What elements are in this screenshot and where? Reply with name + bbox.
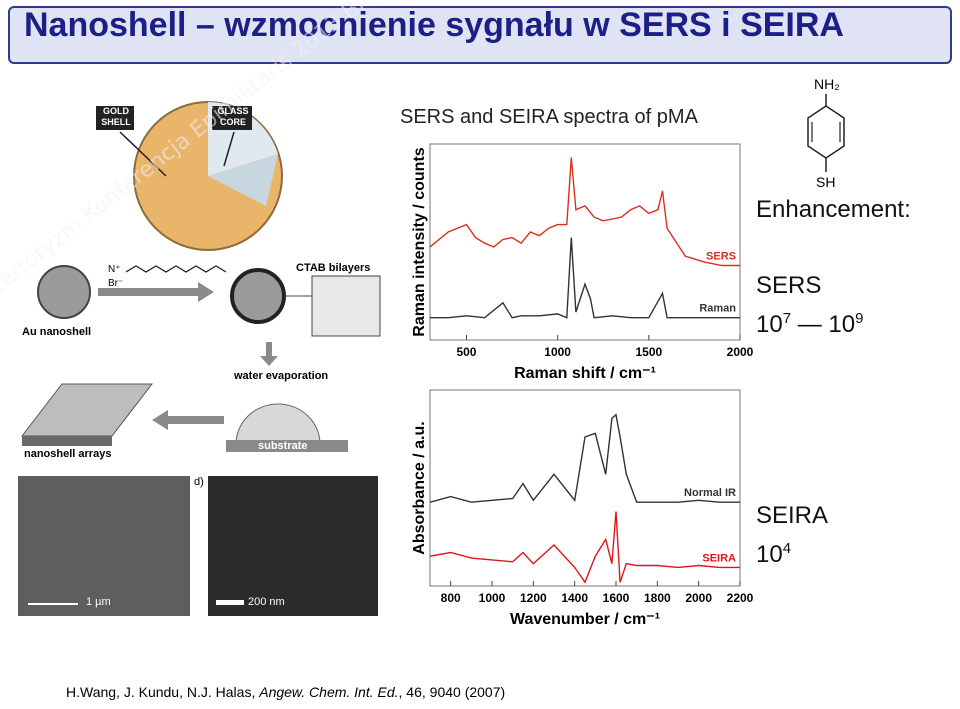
ctab-bilayers-label: CTAB bilayers (296, 262, 371, 274)
x-axis-label: Raman shift / cm⁻¹ (514, 365, 656, 382)
series-label: SERS (706, 251, 736, 263)
x-tick-label: 1500 (635, 345, 662, 359)
slide-title: Nanoshell – wzmocnienie sygnału w SERS i… (24, 6, 844, 44)
x-axis-label: Wavenumber / cm⁻¹ (510, 611, 660, 628)
chart-frame (429, 389, 741, 587)
molecule-nh2: NH₂ (814, 76, 840, 92)
x-tick-label: 1600 (603, 591, 630, 605)
x-tick-label: 2000 (727, 345, 754, 359)
sem-image-closeup (208, 476, 378, 616)
enhancement-heading: Enhancement: (756, 196, 911, 223)
y-axis-label: Absorbance / a.u. (411, 421, 428, 554)
arrow-left (168, 416, 224, 424)
x-tick-label: 1200 (520, 591, 547, 605)
sers-label: SERS (756, 272, 822, 299)
x-tick-label: 1800 (644, 591, 671, 605)
water-evaporation-label: water evaporation (234, 370, 329, 382)
molecule-sh: SH (816, 174, 836, 190)
reference-details: , 46, 9040 (2007) (398, 684, 506, 700)
series-line-raman (430, 237, 740, 319)
spectra-caption: SERS and SEIRA spectra of pMA (400, 106, 698, 128)
seira-label: SEIRA (756, 502, 829, 529)
title-bar (8, 6, 952, 64)
coated-nanoshell (230, 268, 286, 324)
arrow-right-1 (98, 288, 198, 296)
evaporating-droplet (235, 403, 321, 445)
seira-value: 104 (756, 540, 791, 569)
raman-chart: 500 1000 1500 2000 Raman shift / cm⁻¹ Raman i… (398, 140, 754, 384)
series-line-seira (429, 511, 740, 584)
ctab-br-label: Br⁻ (108, 278, 124, 289)
x-tick-label: 1000 (479, 591, 506, 605)
x-tick-label: 1400 (561, 591, 588, 605)
seira-base: 10 (756, 541, 783, 568)
glass-core-label: GLASS CORE (217, 106, 249, 127)
series-label: Raman (699, 303, 736, 315)
gold-shell-tag (96, 106, 134, 130)
substrate-label: substrate (258, 440, 308, 452)
ctab-bilayer-inset (311, 275, 381, 337)
series-label: SEIRA (702, 552, 736, 564)
chart-frame (429, 143, 741, 341)
x-tick-label: 500 (456, 345, 476, 359)
y-axis-label: Raman intensity / counts (411, 147, 428, 336)
sers-range: 107 — 109 (756, 310, 863, 339)
gold-shell-sphere (96, 101, 283, 251)
benzene-ring (807, 94, 845, 172)
raman-chart-svg: 500 1000 1500 2000 Raman shift / cm⁻¹ Raman i… (411, 143, 754, 382)
au-nanoshell-label: Au nanoshell (22, 326, 92, 338)
series-line-normal-ir (429, 413, 740, 503)
pma-molecule: NH₂ SH (796, 76, 856, 192)
ctab-n-label: N⁺ (108, 264, 121, 275)
series-label: Normal IR (684, 487, 736, 499)
sers-base-2: 10 (828, 311, 856, 338)
reference-journal: Angew. Chem. Int. Ed. (259, 684, 399, 700)
nanoshell-diagram (18, 101, 381, 616)
x-tick-label: 1000 (544, 345, 571, 359)
nanoshell-array-block (20, 383, 154, 437)
arrow-down (266, 342, 272, 356)
sem-image-arrays (18, 476, 190, 616)
series-line-sers (429, 157, 740, 267)
sers-exp-2: 9 (855, 310, 864, 327)
reference-citation: H.Wang, J. Kundu, N.J. Halas, Angew. Che… (66, 684, 505, 700)
ctab-chain (125, 265, 227, 273)
seira-exp: 4 (782, 540, 792, 557)
ir-chart: 800 1000 1200 1400 1600 1800 2000 2200 Wavenumbe… (398, 386, 754, 636)
glass-core-tag (212, 106, 252, 130)
ir-chart-svg: 800 1000 1200 1400 1600 1800 2000 2200 Wavenumbe… (411, 389, 754, 628)
gold-shell-label: GOLD SHELL (101, 106, 131, 127)
scale-bar-200nm: 200 nm (248, 596, 285, 608)
sers-base-1: 10 (756, 311, 783, 338)
sers-dash: — (797, 311, 822, 338)
x-tick-label: 800 (441, 591, 461, 605)
substrate-plate (226, 440, 348, 452)
nanoshell-figure: GOLD SHELL GLASS CORE N⁺ Br⁻ Au nanoshel… (16, 96, 396, 620)
x-tick-label: 2000 (685, 591, 712, 605)
nanoshell-arrays-label: nanoshell arrays (24, 448, 112, 460)
panel-d-label: d) (194, 476, 204, 488)
sers-exp-1: 7 (782, 310, 792, 327)
reference-authors: H.Wang, J. Kundu, N.J. Halas, (66, 684, 260, 700)
scale-bar-1um: 1 µm (86, 596, 111, 608)
au-nanoshell-sphere (37, 265, 91, 319)
x-tick-label: 2200 (727, 591, 754, 605)
